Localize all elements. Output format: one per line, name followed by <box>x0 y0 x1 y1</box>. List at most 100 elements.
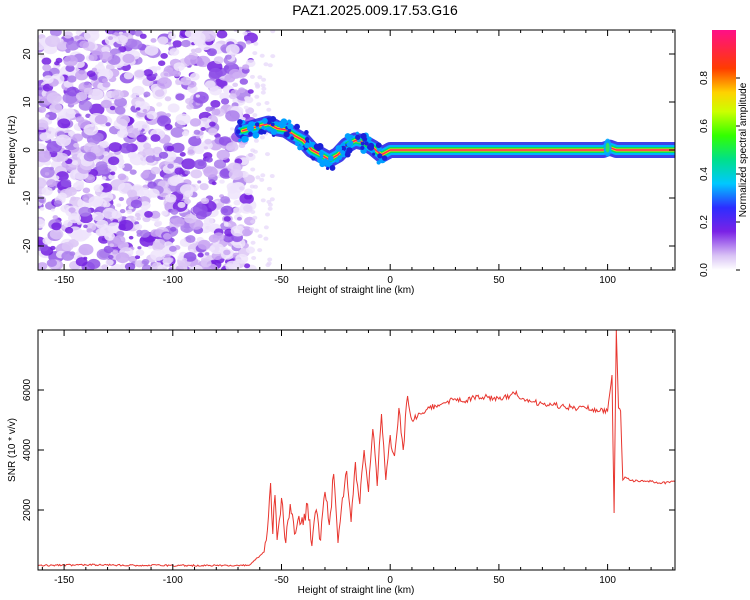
spectrogram-noise-blob <box>116 114 131 126</box>
spectrogram-signal-speckle <box>326 159 330 164</box>
spectrogram-noise-blob <box>249 74 255 79</box>
spectrogram-noise-blob <box>38 87 43 91</box>
spectrogram-noise-blob <box>45 111 57 121</box>
spectrogram-signal-speckle <box>360 132 367 140</box>
spectrogram-noise-blob <box>239 203 254 214</box>
spectrogram-noise-blob <box>50 130 55 134</box>
spectrogram-noise-blob <box>150 210 161 219</box>
spectrogram-noise-blob <box>101 264 109 270</box>
spectrogram-noise-blob <box>255 175 261 180</box>
spectrogram-signal-speckle <box>237 119 243 125</box>
figure-title: PAZ1.2025.009.17.53.G16 <box>292 2 458 18</box>
spectrogram-noise-blob <box>171 142 185 153</box>
spectrogram-noise-blob <box>224 54 232 60</box>
spectrogram-noise-blob <box>247 89 254 94</box>
spectrogram-noise-blob <box>230 225 245 237</box>
spectrogram-noise-blob <box>253 138 259 143</box>
spectrogram-noise-blob <box>86 228 93 233</box>
spectrogram-noise-blob <box>167 41 172 45</box>
spectrogram-noise-blob <box>46 179 57 188</box>
spectrogram-noise-blob <box>38 177 47 189</box>
spectrogram-noise-blob <box>96 219 109 230</box>
spectrogram-noise-blob <box>157 36 169 45</box>
spectrogram-noise-blob <box>139 201 151 210</box>
spectrogram-noise-blob <box>102 81 111 88</box>
spectrogram-noise-blob <box>113 235 126 245</box>
spectrogram-signal-speckle <box>235 129 241 134</box>
spectrogram-noise-blob <box>181 130 189 137</box>
spectrogram-noise-blob <box>63 31 73 39</box>
spectrogram-noise-blob <box>203 166 218 178</box>
spectrogram-noise-blob <box>265 263 271 268</box>
spectrogram-xtick-label: -50 <box>274 275 289 286</box>
snr-panel: -150 -100 -50 0 50 100 2000 4000 6000 Height of … <box>7 329 676 596</box>
spectrogram-noise-blob <box>57 41 69 51</box>
spectrogram-noise-blob <box>233 199 241 206</box>
spectrogram-noise-blob <box>257 75 263 80</box>
spectrogram-signal-speckle <box>249 121 255 127</box>
spectrogram-signal-speckle <box>241 135 249 143</box>
spectrogram-noise-blob <box>65 40 80 51</box>
spectrogram-noise-blob <box>267 206 273 211</box>
spectrogram-noise-blob <box>164 241 173 248</box>
spectrogram-noise-blob <box>50 208 55 212</box>
spectrogram-noise-blob <box>100 191 114 203</box>
spectrogram-noise-blob <box>135 249 145 257</box>
spectrogram-noise-blob <box>180 76 192 86</box>
spectrogram-noise-blob <box>108 174 116 180</box>
spectrogram-signal-speckle <box>376 160 381 165</box>
spectrogram-noise-blob <box>164 96 172 102</box>
spectrogram-noise-blob <box>91 75 98 81</box>
spectrogram-noise-blob <box>158 151 169 159</box>
spectrogram-noise-blob <box>213 56 224 64</box>
spectrogram-noise-blob <box>244 32 258 44</box>
spectrogram-signal-speckle <box>255 126 260 130</box>
spectrogram-signal-speckle <box>381 155 388 161</box>
spectrogram-signal-speckle <box>377 153 383 159</box>
colorbar-gradient <box>712 30 736 270</box>
spectrogram-noise-blob <box>267 257 273 262</box>
spectrogram-noise-blob <box>46 92 62 104</box>
spectrogram-noise-blob <box>242 228 252 236</box>
spectrogram-noise-blob <box>252 51 258 56</box>
spectrogram-noise-blob <box>83 30 100 42</box>
spectrogram-signal-speckle <box>346 147 353 154</box>
spectrogram-noise-blob <box>238 143 246 149</box>
spectrogram-signal-speckle <box>334 158 340 163</box>
spectrogram-noise-blob <box>157 77 172 89</box>
colorbar-tick-label: 0.0 <box>699 263 710 277</box>
spectrogram-noise-blob <box>167 32 177 40</box>
spectrogram-noise-blob <box>187 149 196 156</box>
spectrogram-noise-blob <box>204 138 212 145</box>
spectrogram-noise-blob <box>194 47 202 54</box>
spectrogram-noise-blob <box>239 78 248 85</box>
spectrogram-ytick-label: -20 <box>22 238 33 253</box>
spectrogram-noise-blob <box>250 240 256 245</box>
spectrogram-signal-speckle <box>372 152 376 156</box>
spectrogram-noise-blob <box>44 172 50 176</box>
spectrogram-noise-blob <box>66 108 75 115</box>
spectrogram-signal-speckle <box>287 119 292 124</box>
spectrogram-noise-blob <box>263 225 269 230</box>
spectrogram-noise-blob <box>243 263 251 269</box>
spectrogram-noise-blob <box>139 234 155 247</box>
spectrogram-noise-blob <box>111 249 119 255</box>
spectrogram-noise-blob <box>200 197 210 205</box>
spectrogram-noise-blob <box>175 93 185 101</box>
spectrogram-noise-blob <box>114 97 127 108</box>
spectrogram-noise-blob <box>121 163 133 172</box>
spectrogram-signal-speckle <box>367 136 372 142</box>
spectrogram-noise-blob <box>173 62 185 72</box>
spectrogram-noise-blob <box>255 83 261 88</box>
spectrogram-noise-blob <box>39 244 49 252</box>
spectrogram-noise-blob <box>56 171 69 181</box>
spectrogram-noise-blob <box>184 170 191 175</box>
spectrogram-noise-blob <box>225 142 239 152</box>
spectrogram-ytick-label: 10 <box>22 96 33 108</box>
spectrogram-noise-blob <box>251 256 257 261</box>
spectrogram-signal-speckle <box>315 145 322 152</box>
snr-xtick-label: 50 <box>493 575 505 586</box>
spectrogram-noise-blob <box>260 83 266 88</box>
spectrogram-noise-blob <box>254 228 260 233</box>
